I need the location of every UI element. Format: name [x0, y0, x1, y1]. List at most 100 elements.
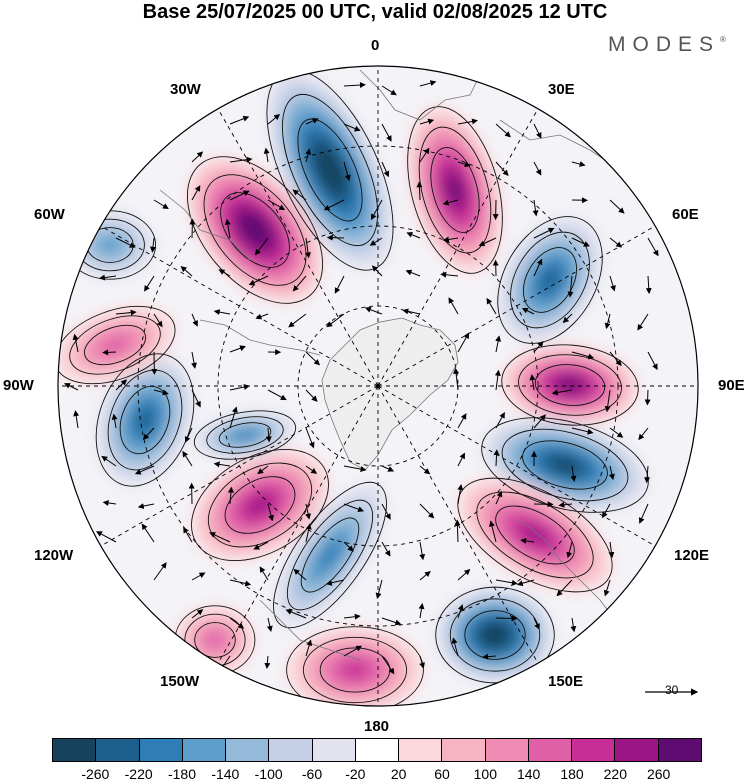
wind-arrow	[213, 309, 231, 316]
wind-arrow	[419, 147, 430, 163]
streamline-contour	[302, 636, 408, 704]
wind-arrow	[567, 275, 574, 298]
wind-arrow	[381, 161, 390, 178]
wind-arrow	[521, 307, 535, 315]
wind-arrow	[486, 297, 497, 315]
wind-arrow	[343, 503, 365, 513]
wind-arrow	[604, 313, 611, 330]
wind-arrow	[482, 653, 497, 660]
streamline-contour	[119, 385, 171, 455]
graticule	[58, 66, 698, 706]
wind-arrow	[267, 503, 274, 522]
wind-arrow	[493, 449, 500, 467]
wind-arrow	[440, 271, 459, 278]
colorbar-swatch	[312, 739, 356, 761]
wind-arrow	[263, 147, 270, 163]
colorbar-swatch	[572, 739, 616, 761]
wind-arrow	[489, 520, 497, 543]
wind-arrow	[343, 161, 351, 182]
wind-arrow	[229, 617, 245, 629]
wind-arrow	[381, 617, 402, 626]
wind-arrow	[562, 313, 573, 324]
wind-arrow	[343, 465, 367, 473]
wind-arrow	[111, 413, 118, 429]
wind-arrow	[267, 199, 286, 211]
wind-arrow	[494, 369, 501, 391]
meridian-line	[100, 225, 379, 387]
wind-arrow	[229, 115, 250, 125]
wind-arrow	[647, 351, 658, 371]
wind-arrow	[495, 335, 502, 353]
wind-arrow	[533, 227, 555, 239]
meridian-line	[100, 385, 379, 547]
wind-arrow	[533, 161, 542, 176]
wind-arrow	[292, 275, 307, 292]
wind-arrow	[571, 427, 594, 435]
colorbar-tick-label: -140	[211, 766, 240, 782]
wind-arrow	[442, 236, 459, 243]
lon-label-60w: 60W	[34, 206, 65, 223]
wind-arrow	[570, 617, 577, 633]
wind-arrow	[609, 351, 622, 367]
colorbar-swatch	[355, 739, 400, 761]
streamline-contour	[464, 610, 526, 660]
reference-vector-label: 30	[665, 683, 679, 697]
colorbar-tick-label: -220	[124, 766, 153, 782]
wind-arrow	[305, 639, 313, 657]
wind-arrow	[495, 615, 518, 622]
wind-arrow	[267, 113, 281, 125]
streamline-contour	[518, 354, 622, 416]
wind-arrow	[229, 156, 253, 163]
anomaly-band	[560, 379, 580, 391]
coastlines	[159, 69, 621, 661]
wind-arrow	[516, 579, 535, 587]
anomaly-band	[318, 540, 342, 570]
wind-arrow	[293, 568, 307, 581]
wind-arrow	[343, 82, 366, 89]
streamline-contour	[430, 147, 480, 233]
streamline-contour	[194, 622, 236, 658]
wind-arrow	[326, 313, 345, 328]
wind-arrow	[644, 389, 651, 406]
streamline-contour	[300, 517, 360, 593]
wind-arrow	[323, 199, 345, 211]
streamline-contour	[497, 216, 603, 344]
anomaly-band	[234, 430, 256, 440]
wind-arrow	[305, 389, 318, 402]
wind-arrow	[305, 465, 318, 474]
wind-arrow	[457, 452, 465, 467]
wind-arrow	[254, 237, 269, 256]
wind-arrow	[115, 237, 136, 248]
wind-arrow	[325, 579, 345, 586]
wind-arrow	[604, 389, 611, 413]
wind-arrow	[257, 465, 269, 475]
wind-arrow	[457, 569, 471, 581]
colorbar-tick-label: 260	[646, 766, 671, 782]
streamline-contour	[218, 422, 272, 448]
colorbar-tick-label: 220	[603, 766, 628, 782]
colorbar-tick-label: 60	[434, 766, 450, 782]
wind-arrow	[191, 185, 201, 201]
lon-label-120w: 120W	[34, 547, 74, 564]
streamline-contour	[191, 448, 329, 562]
map-disc	[58, 66, 698, 706]
streamline-contour	[95, 353, 195, 487]
lon-label-120e: 120E	[674, 547, 710, 564]
meridian-line	[377, 385, 539, 664]
wind-arrow	[99, 274, 117, 281]
colorbar-tick-label: 20	[390, 766, 407, 782]
wind-arrow	[556, 579, 573, 597]
wind-arrow	[371, 265, 383, 277]
brand-mark: ®	[720, 35, 726, 44]
anomaly-band	[98, 236, 122, 254]
wind-arrow	[229, 406, 238, 429]
wind-arrow	[571, 237, 590, 247]
wind-arrow	[142, 427, 155, 440]
streamline-contour	[522, 440, 608, 490]
anomaly-band	[322, 157, 338, 183]
colorbar-swatch	[485, 739, 529, 761]
wind-arrow	[419, 541, 426, 561]
wind-arrow	[602, 503, 611, 519]
wind-arrow	[343, 613, 361, 620]
wind-arrow	[144, 275, 155, 292]
